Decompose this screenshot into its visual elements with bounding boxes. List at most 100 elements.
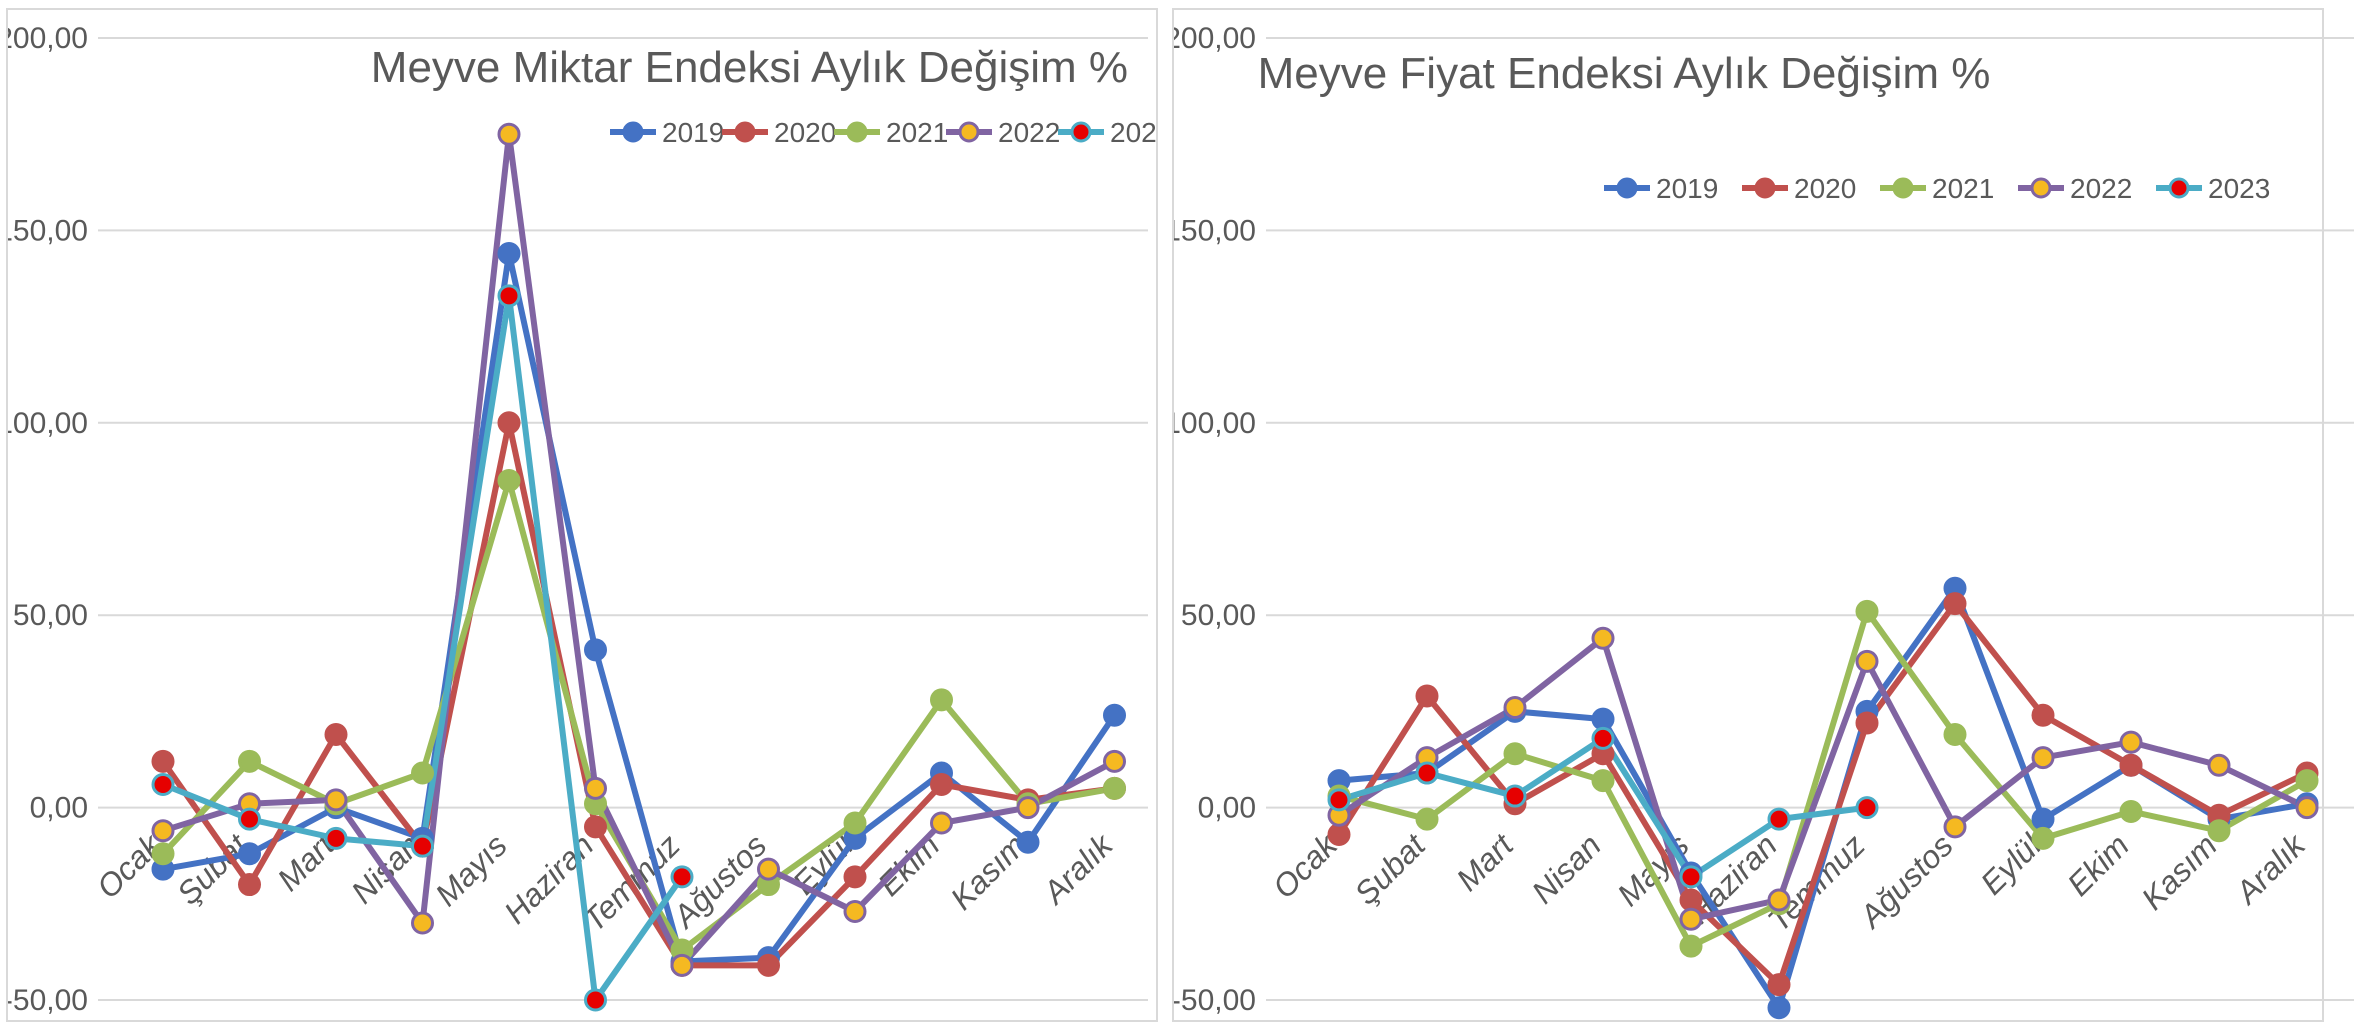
data-point-2021-subat bbox=[238, 749, 261, 773]
series-line-2021 bbox=[1336, 608, 2310, 950]
data-point-2021-mayis bbox=[497, 469, 521, 493]
data-point-2023-mart bbox=[1503, 784, 1527, 808]
quantity-index-chart: -50,000,0050,00100,00150,00200,00OcakŞub… bbox=[8, 22, 1156, 1017]
legend-label-2020: 2020 bbox=[774, 117, 836, 148]
data-point-2023-temmuz bbox=[670, 865, 694, 889]
data-point-2023-temmuz bbox=[1855, 796, 1879, 820]
data-point-2019-nisan bbox=[1591, 707, 1615, 731]
x-tick-label-ekim: Ekim bbox=[2060, 827, 2136, 903]
data-point-2021-aralik bbox=[2295, 769, 2319, 793]
data-point-2022-eylul bbox=[2031, 746, 2055, 770]
series-line-2022 bbox=[160, 131, 1118, 969]
data-point-2021-mayis bbox=[1679, 934, 1703, 958]
data-point-2019-eylul bbox=[2031, 807, 2055, 831]
x-tick-label-aralik: Aralık bbox=[1035, 826, 1121, 912]
data-point-2023-subat bbox=[1415, 761, 1439, 785]
data-point-2022-kasim bbox=[1016, 796, 1040, 820]
chart-title: Meyve Miktar Endeksi Aylık Değişim % bbox=[371, 43, 1128, 92]
data-point-2022-haziran bbox=[584, 776, 607, 800]
data-point-2021-kasim bbox=[2207, 819, 2231, 843]
data-point-2021-mart bbox=[1503, 742, 1527, 766]
data-point-2020-eylul bbox=[2031, 703, 2055, 727]
legend-label-2021: 2021 bbox=[1932, 173, 1994, 204]
x-tick-label-ekim: Ekim bbox=[871, 827, 947, 903]
data-point-2020-mayis bbox=[1679, 888, 1703, 912]
chart-panel-price: -50,000,0050,00100,00150,00200,00OcakŞub… bbox=[1172, 8, 2354, 1022]
data-point-2023-mayis bbox=[1679, 865, 1703, 889]
data-point-2019-subat bbox=[238, 842, 261, 866]
data-point-2019-aralik bbox=[1103, 703, 1126, 727]
y-tick-label: 150,00 bbox=[1174, 214, 1256, 247]
data-point-2023-haziran bbox=[1767, 807, 1791, 831]
data-point-2021-subat bbox=[1415, 807, 1439, 831]
legend-label-2023: 2023 bbox=[2208, 173, 2270, 204]
legend-marker-2021 bbox=[1892, 177, 1914, 199]
x-tick-label-subat: Şubat bbox=[170, 826, 255, 911]
x-tick-label-aralik: Aralık bbox=[2227, 826, 2313, 912]
data-point-2020-ekim bbox=[930, 773, 953, 797]
data-point-2022-temmuz bbox=[1855, 649, 1879, 673]
data-point-2023-nisan bbox=[1591, 726, 1615, 750]
legend-label-2021: 2021 bbox=[886, 117, 948, 148]
legend-label-2022: 2022 bbox=[998, 117, 1060, 148]
data-point-2021-agustos bbox=[1943, 722, 1967, 746]
data-point-2023-mayis bbox=[497, 284, 521, 308]
series-line-2019 bbox=[1336, 585, 2310, 1011]
legend-marker-2023 bbox=[2168, 177, 2190, 199]
data-point-2020-ekim bbox=[2119, 753, 2143, 777]
data-point-2023-subat bbox=[238, 807, 261, 831]
data-point-2021-nisan bbox=[411, 761, 434, 785]
data-point-2022-aralik bbox=[2295, 796, 2319, 820]
data-point-2022-aralik bbox=[1103, 749, 1126, 773]
series-line-2020 bbox=[160, 419, 1118, 969]
data-point-2021-temmuz bbox=[1855, 599, 1879, 623]
data-point-2021-ocak bbox=[151, 842, 175, 866]
legend-marker-2023 bbox=[1070, 121, 1092, 143]
data-point-2020-mart bbox=[324, 722, 348, 746]
x-tick-label-mart: Mart bbox=[1449, 826, 1520, 897]
legend-marker-2019 bbox=[1616, 177, 1638, 199]
data-point-2023-nisan bbox=[411, 834, 434, 858]
legend-marker-2020 bbox=[1754, 177, 1776, 199]
data-point-2020-eylul bbox=[843, 865, 867, 889]
y-tick-label: -50,00 bbox=[1174, 984, 1256, 1017]
legend-marker-2022 bbox=[2030, 177, 2052, 199]
legend-label-2020: 2020 bbox=[1794, 173, 1856, 204]
data-point-2020-ocak bbox=[151, 749, 175, 773]
data-point-2022-eylul bbox=[843, 899, 867, 923]
data-point-2022-agustos bbox=[1943, 815, 1967, 839]
data-point-2022-agustos bbox=[757, 857, 780, 881]
data-point-2022-nisan bbox=[1591, 626, 1615, 650]
data-point-2019-haziran bbox=[1767, 996, 1791, 1020]
legend-label-2019: 2019 bbox=[662, 117, 724, 148]
y-tick-label: 0,00 bbox=[30, 792, 88, 825]
data-point-2023-mart bbox=[324, 826, 348, 850]
data-point-2019-mayis bbox=[497, 241, 521, 265]
data-point-2022-mayis bbox=[1679, 907, 1703, 931]
y-tick-label: 100,00 bbox=[1174, 407, 1256, 440]
data-point-2022-ekim bbox=[2119, 730, 2143, 754]
y-tick-label: 0,00 bbox=[1198, 792, 1256, 825]
legend-label-2022: 2022 bbox=[2070, 173, 2132, 204]
data-point-2023-ocak bbox=[151, 773, 175, 797]
data-point-2020-agustos bbox=[757, 953, 780, 977]
x-tick-label-nisan: Nisan bbox=[1525, 827, 1608, 910]
y-tick-label: 200,00 bbox=[8, 22, 88, 55]
data-point-2021-nisan bbox=[1591, 769, 1615, 793]
data-point-2020-haziran bbox=[1767, 973, 1791, 997]
data-point-2021-eylul bbox=[843, 811, 867, 835]
legend-marker-2022 bbox=[958, 121, 980, 143]
data-point-2023-ocak bbox=[1327, 788, 1351, 812]
data-point-2020-temmuz bbox=[1855, 711, 1879, 735]
chart-title: Meyve Fiyat Endeksi Aylık Değişim % bbox=[1258, 49, 1991, 98]
data-point-2022-mart bbox=[324, 788, 348, 812]
data-point-2020-subat bbox=[238, 873, 261, 897]
legend-marker-2020 bbox=[734, 121, 756, 143]
chart-panel-quantity: -50,000,0050,00100,00150,00200,00OcakŞub… bbox=[6, 8, 1158, 1022]
legend-label-2019: 2019 bbox=[1656, 173, 1718, 204]
legend-label-2023: 2023 bbox=[1110, 117, 1156, 148]
y-tick-label: 50,00 bbox=[13, 599, 88, 632]
series-line-2022 bbox=[1336, 635, 2310, 923]
data-point-2020-subat bbox=[1415, 684, 1439, 708]
x-tick-label-subat: Şubat bbox=[1347, 826, 1432, 911]
